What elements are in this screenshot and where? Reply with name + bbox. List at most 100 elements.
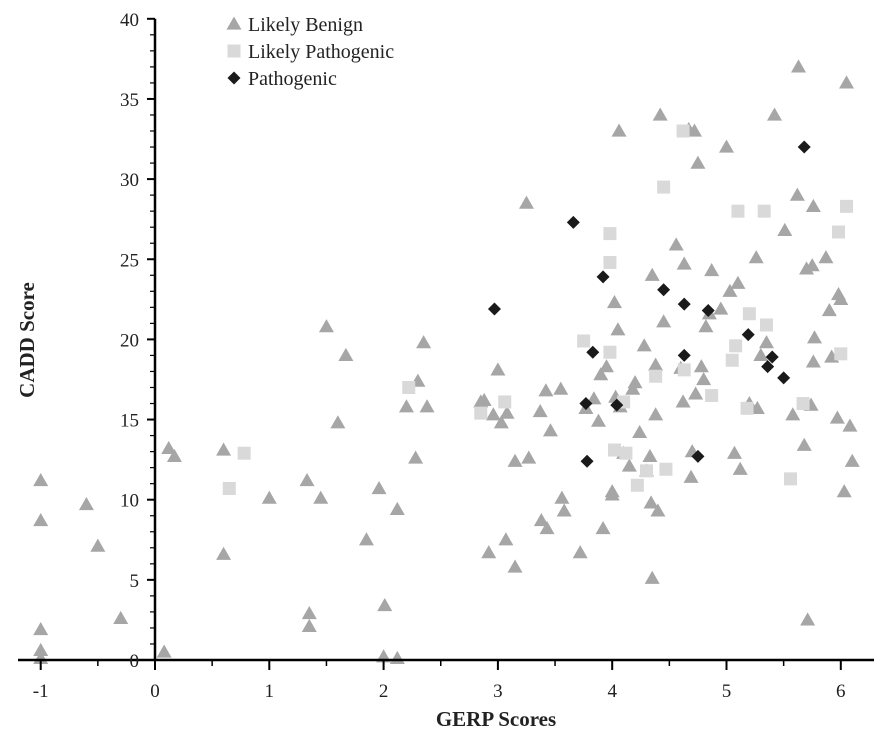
data-point-square	[577, 334, 591, 348]
y-tick-label: 5	[130, 571, 140, 592]
data-point-triangle	[668, 237, 684, 251]
x-axis-title: GERP Scores	[436, 707, 556, 731]
axes: -1 0 1 2 3 4 5 6 0 5 10 15 20 25 30 35 40	[18, 10, 874, 702]
data-point-triangle	[818, 250, 834, 264]
data-point-triangle	[785, 407, 801, 421]
data-point-square	[603, 255, 617, 269]
data-point-triangle	[493, 415, 509, 429]
data-point-triangle	[156, 644, 172, 658]
data-point-diamond	[677, 348, 691, 362]
legend: Likely Benign Likely Pathogenic Pathogenic	[226, 14, 394, 90]
series-likely-pathogenic	[222, 124, 854, 495]
y-tick-label: 10	[120, 491, 139, 512]
data-point-diamond	[610, 398, 624, 412]
data-point-square	[603, 227, 617, 241]
data-point-triangle	[643, 495, 659, 509]
data-point-triangle	[610, 322, 626, 336]
data-point-diamond	[487, 302, 501, 316]
data-point-triangle	[777, 222, 793, 237]
data-point-triangle	[727, 445, 743, 459]
data-point-triangle	[593, 367, 609, 381]
data-point-square	[729, 339, 743, 353]
data-point-square	[731, 204, 745, 218]
data-point-triangle	[644, 267, 660, 281]
legend-marker-diamond	[227, 71, 241, 85]
y-tick-label: 20	[120, 330, 139, 351]
data-point-triangle	[419, 399, 435, 413]
data-point-triangle	[90, 538, 106, 552]
data-point-square	[834, 347, 848, 361]
data-point-triangle	[842, 418, 858, 432]
data-point-triangle	[606, 295, 622, 309]
data-point-triangle	[358, 532, 374, 546]
data-point-triangle	[675, 394, 691, 408]
data-point-diamond	[701, 304, 715, 318]
data-point-triangle	[389, 501, 405, 515]
data-point-square	[607, 443, 621, 457]
data-point-triangle	[821, 303, 837, 317]
data-point-square	[619, 446, 633, 460]
data-point-square	[402, 380, 416, 394]
y-axis-title: CADD Score	[15, 282, 39, 398]
legend-label: Likely Benign	[248, 14, 363, 36]
data-point-diamond	[777, 371, 791, 385]
data-point-triangle	[299, 472, 315, 487]
data-point-diamond	[765, 350, 779, 364]
data-point-triangle	[800, 612, 816, 626]
y-tick-label: 30	[120, 170, 139, 191]
data-point-triangle	[572, 545, 588, 559]
data-points	[33, 59, 860, 665]
data-point-triangle	[753, 347, 769, 362]
data-point-triangle	[507, 559, 523, 573]
data-point-square	[760, 318, 774, 332]
series-pathogenic	[487, 140, 811, 468]
data-point-triangle	[804, 258, 820, 272]
data-point-triangle	[301, 618, 317, 632]
data-point-triangle	[532, 404, 548, 418]
data-point-triangle	[166, 448, 182, 463]
data-point-triangle	[490, 362, 506, 376]
data-point-triangle	[648, 357, 664, 371]
data-point-triangle	[481, 545, 497, 559]
data-point-triangle	[807, 330, 823, 344]
x-tick-label: 3	[493, 681, 503, 702]
data-point-triangle	[642, 448, 658, 463]
data-point-triangle	[338, 347, 354, 362]
data-point-square	[740, 401, 754, 415]
data-point-triangle	[839, 75, 855, 89]
data-point-square	[742, 307, 756, 321]
data-point-triangle	[730, 275, 746, 289]
data-point-square	[630, 478, 644, 492]
data-point-diamond	[657, 283, 671, 297]
data-point-triangle	[33, 622, 49, 636]
data-point-square	[784, 472, 798, 486]
data-point-triangle	[498, 532, 514, 546]
data-point-square	[657, 180, 671, 194]
data-point-triangle	[476, 392, 492, 406]
data-point-triangle	[805, 198, 821, 212]
data-point-triangle	[805, 354, 821, 368]
data-point-diamond	[741, 328, 755, 342]
data-point-diamond	[580, 454, 594, 468]
data-point-triangle	[648, 407, 664, 421]
data-point-diamond	[677, 297, 691, 311]
data-point-triangle	[713, 301, 729, 315]
data-point-triangle	[301, 606, 317, 620]
data-point-triangle	[650, 503, 666, 517]
data-point-triangle	[829, 410, 845, 424]
data-point-triangle	[719, 139, 734, 153]
data-point-triangle	[518, 195, 534, 209]
data-point-triangle	[632, 424, 648, 438]
data-point-square	[705, 389, 719, 403]
x-tick-label: 1	[265, 681, 275, 702]
data-point-triangle	[611, 123, 627, 137]
data-point-diamond	[596, 270, 610, 284]
data-point-triangle	[556, 503, 572, 517]
data-point-triangle	[789, 187, 805, 201]
data-point-triangle	[113, 610, 129, 624]
data-point-square	[757, 204, 771, 218]
data-point-triangle	[621, 458, 637, 472]
data-point-square	[649, 369, 663, 383]
data-point-triangle	[330, 415, 346, 429]
x-tick-label: -1	[33, 681, 49, 702]
